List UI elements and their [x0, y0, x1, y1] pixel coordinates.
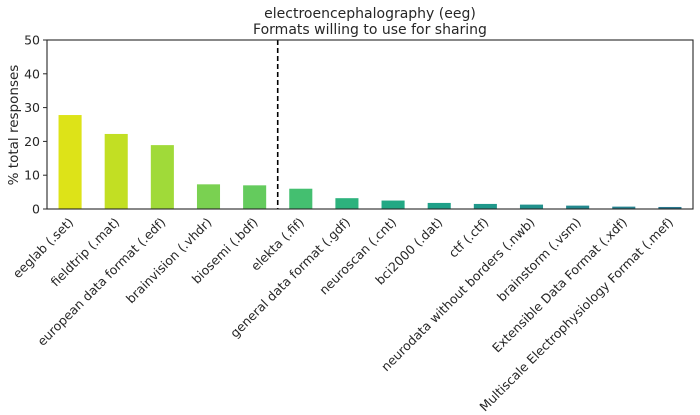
- bar-0: [58, 115, 82, 209]
- y-tick-label-4: 40: [24, 66, 40, 81]
- y-axis-label: % total responses: [6, 65, 22, 186]
- bar-8: [427, 202, 451, 209]
- x-tick-label-9: ctf (.ctf): [445, 215, 491, 261]
- bar-11: [566, 205, 590, 209]
- y-tick-label-0: 0: [32, 202, 40, 217]
- x-tick-label-11: brainstorm (.vsm): [494, 215, 584, 305]
- bar-5: [289, 188, 313, 209]
- y-tick-label-5: 50: [24, 33, 40, 48]
- bar-1: [104, 133, 128, 209]
- y-tick-label-1: 10: [24, 168, 40, 183]
- plot-frame: [46, 39, 694, 210]
- x-tick-label-3: brainvision (.vhdr): [123, 215, 215, 307]
- bar-10: [519, 204, 544, 209]
- bar-2: [150, 145, 174, 209]
- bar-6: [335, 198, 359, 209]
- bar-3: [196, 184, 221, 209]
- y-tick-label-3: 30: [24, 100, 40, 115]
- bar-13: [658, 206, 682, 209]
- bar-4: [243, 185, 267, 209]
- bar-7: [381, 200, 405, 209]
- chart-subtitle: Formats willing to use for sharing: [253, 22, 487, 38]
- chart-title: electroencephalography (eeg): [264, 6, 476, 22]
- bar-9: [473, 203, 497, 209]
- y-tick-label-2: 20: [24, 134, 40, 149]
- bar-12: [612, 206, 636, 209]
